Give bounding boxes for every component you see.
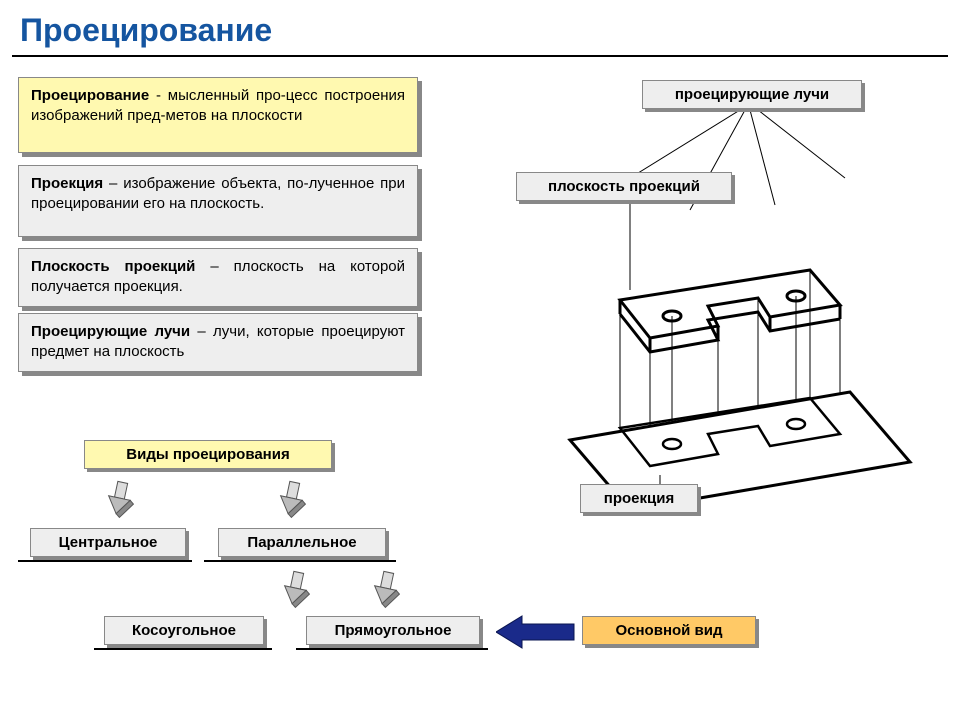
arrow-down-icon [370, 570, 400, 615]
flow-root: Виды проецирования [84, 440, 332, 469]
definition-box: Плоскость проекций – плоскость на которо… [18, 248, 418, 307]
flow-level2: Косоугольное [104, 616, 264, 645]
arrow-left-icon [496, 614, 576, 650]
underline-bar [94, 648, 272, 650]
diagram-label: проецирующие лучи [642, 80, 862, 109]
definition-term: Плоскость проекций [31, 258, 195, 275]
diagram-label: плоскость проекций [516, 172, 732, 201]
underline-bar [296, 648, 488, 650]
definition-box: Проецирующие лучи – лучи, которые проеци… [18, 313, 418, 372]
flow-level2: Прямоугольное [306, 616, 480, 645]
title-underline [12, 55, 948, 57]
definition-term: Проецирование [31, 87, 149, 104]
projection-diagram [510, 110, 930, 510]
flow-main-view: Основной вид [582, 616, 756, 645]
diagram-label: проекция [580, 484, 698, 513]
definition-box: Проецирование - мысленный про-цесс постр… [18, 77, 418, 153]
page-title: Проецирование [0, 0, 960, 55]
arrow-down-icon [276, 480, 306, 525]
definition-box: Проекция – изображение объекта, по-лучен… [18, 165, 418, 237]
underline-bar [204, 560, 396, 562]
definition-term: Проецирующие лучи [31, 323, 190, 340]
underline-bar [18, 560, 192, 562]
arrow-down-icon [280, 570, 310, 615]
flow-level1: Параллельное [218, 528, 386, 557]
flow-level1: Центральное [30, 528, 186, 557]
definition-term: Проекция [31, 175, 103, 192]
arrow-down-icon [104, 480, 134, 525]
